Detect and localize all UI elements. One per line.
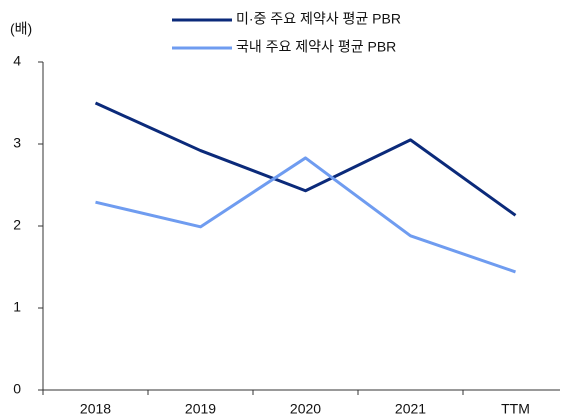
x-tick-label: 2018 bbox=[80, 401, 111, 417]
x-tick-label: 2019 bbox=[185, 401, 216, 417]
series-line bbox=[94, 101, 517, 217]
x-tick-label: 2020 bbox=[290, 401, 321, 417]
legend-label: 국내 주요 제약사 평균 PBR bbox=[236, 39, 396, 55]
series-line bbox=[95, 156, 516, 274]
y-axis-label: (배) bbox=[10, 21, 32, 37]
y-tick-label: 2 bbox=[13, 217, 21, 233]
y-tick-label: 1 bbox=[13, 299, 21, 315]
y-tick-label: 3 bbox=[13, 135, 21, 151]
y-tick-label: 4 bbox=[13, 53, 21, 69]
x-tick-label: 2021 bbox=[395, 401, 426, 417]
x-tick-label: TTM bbox=[501, 401, 530, 417]
y-tick-label: 0 bbox=[13, 381, 21, 397]
legend-label: 미·중 주요 제약사 평균 PBR bbox=[236, 11, 401, 27]
